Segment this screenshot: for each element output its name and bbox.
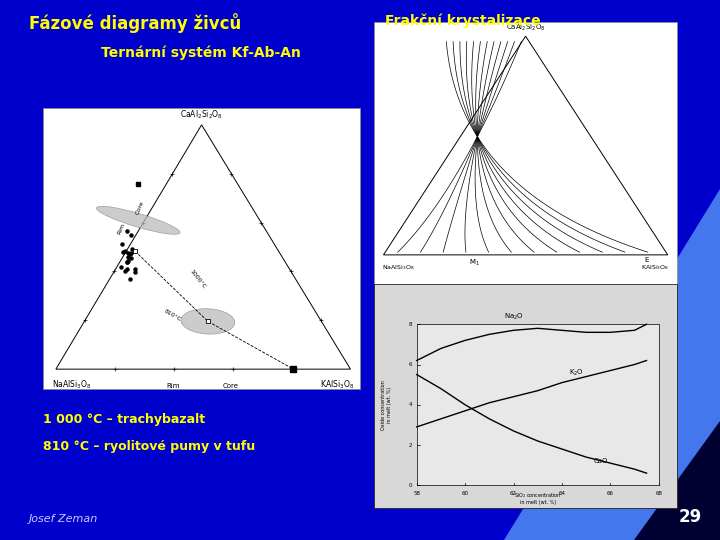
Polygon shape — [634, 421, 720, 540]
Text: 58: 58 — [413, 491, 420, 496]
Text: 810 °C – ryolitové pumy v tufu: 810 °C – ryolitové pumy v tufu — [43, 440, 256, 453]
Bar — [374, 22, 677, 508]
Text: Na$_2$O: Na$_2$O — [503, 312, 523, 322]
Text: 0: 0 — [408, 483, 412, 488]
Text: $\rm KAlSi_3O_8$: $\rm KAlSi_3O_8$ — [320, 379, 354, 392]
Bar — [43, 108, 360, 389]
Text: 1000°C: 1000°C — [189, 269, 207, 290]
Text: Rim: Rim — [166, 383, 179, 389]
Text: Fázové diagramy živců: Fázové diagramy živců — [29, 14, 241, 33]
Text: $\rm NaAlSi_3O_8$: $\rm NaAlSi_3O_8$ — [53, 379, 91, 392]
Text: SiO$_2$ concentration
in melt (wt. %): SiO$_2$ concentration in melt (wt. %) — [514, 491, 562, 505]
Text: Rim: Rim — [116, 222, 125, 235]
Text: CaO: CaO — [593, 458, 608, 464]
Text: 60: 60 — [462, 491, 469, 496]
Text: M$_1$: M$_1$ — [469, 257, 480, 267]
Text: $\rm KAlSi_3O_8$: $\rm KAlSi_3O_8$ — [641, 263, 669, 272]
Bar — [374, 284, 677, 508]
Text: Core: Core — [222, 383, 238, 389]
Text: 66: 66 — [607, 491, 613, 496]
Text: 810°C: 810°C — [163, 309, 183, 323]
Text: 62: 62 — [510, 491, 517, 496]
Text: Ternární systém Kf-Ab-An: Ternární systém Kf-Ab-An — [101, 46, 301, 60]
Bar — [417, 325, 659, 485]
Text: Oxide concentration
in melt (wt. %): Oxide concentration in melt (wt. %) — [381, 380, 392, 430]
Ellipse shape — [96, 206, 180, 234]
Text: 1 000 °C – trachybazalt: 1 000 °C – trachybazalt — [43, 413, 205, 426]
Text: Frakční krystalizace: Frakční krystalizace — [385, 14, 541, 28]
Text: E: E — [644, 257, 649, 264]
Text: Josef Zeman: Josef Zeman — [29, 514, 98, 524]
Text: $\rm NaAlSi_3O_8$: $\rm NaAlSi_3O_8$ — [382, 263, 415, 272]
Polygon shape — [504, 189, 720, 540]
Text: 64: 64 — [559, 491, 565, 496]
Text: $\rm CaAl_2Si_2O_8$: $\rm CaAl_2Si_2O_8$ — [506, 23, 545, 33]
Text: K$_2$O: K$_2$O — [569, 368, 584, 378]
Polygon shape — [384, 36, 667, 255]
Text: 4: 4 — [408, 402, 412, 407]
Text: 29: 29 — [679, 509, 702, 526]
Text: 8: 8 — [408, 322, 412, 327]
Text: $\rm CaAl_2Si_2O_8$: $\rm CaAl_2Si_2O_8$ — [180, 108, 223, 120]
Polygon shape — [56, 125, 351, 369]
Text: 68: 68 — [655, 491, 662, 496]
Text: 6: 6 — [408, 362, 412, 367]
Text: 2: 2 — [408, 442, 412, 448]
Text: Core: Core — [135, 200, 145, 215]
Ellipse shape — [181, 309, 235, 334]
